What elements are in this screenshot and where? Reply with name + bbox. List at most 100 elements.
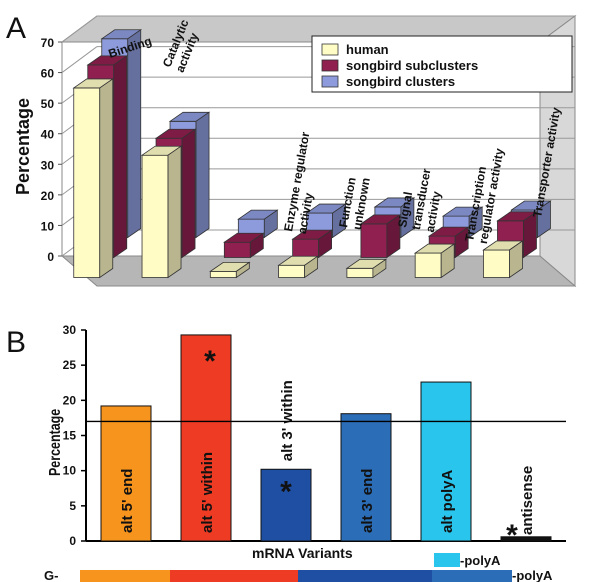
legend-swatch <box>321 59 339 72</box>
chart-b-significance-star: * <box>204 345 216 378</box>
chart-a-bar <box>482 240 524 279</box>
schematic-alt-polya-box <box>434 553 460 567</box>
chart-a-bars <box>72 29 552 279</box>
chart-a-bar-side <box>386 214 401 259</box>
chart-b-y-ticks: 0 5 10 15 20 25 30 <box>63 323 86 548</box>
chart-b-bar-label: alt 3' within <box>279 380 296 461</box>
chart-a-category-label-line: Signal <box>395 191 415 229</box>
chart-b-y-tick-label: 30 <box>63 323 77 337</box>
chart-a-bar-front <box>346 267 374 278</box>
chart-a-bar <box>413 243 456 279</box>
chart-a-bar <box>277 255 319 279</box>
chart-b-bar-label: antisense <box>519 466 536 535</box>
chart-b-bar: alt 5' end <box>100 405 152 542</box>
schematic-polya-label-bottom: -polyA <box>512 568 553 582</box>
transcript-schematic: G- -polyA -polyA <box>44 553 553 582</box>
chart-b-bar-label: alt polyA <box>439 469 456 533</box>
chart-a-bar-front <box>73 87 101 278</box>
chart-a-bar-side <box>509 240 523 279</box>
chart-a-bar-side <box>195 111 210 239</box>
schematic-start-label: G- <box>44 568 58 582</box>
chart-b-y-tick-label: 20 <box>63 393 77 407</box>
chart-a-y-tick-label: 30 <box>41 158 55 172</box>
chart-b-bar: alt polyA <box>420 381 472 542</box>
chart-b-bar-rect <box>180 334 232 542</box>
legend-label: songbird clusters <box>346 74 455 89</box>
panel-b-chart: 0 5 10 15 20 25 30 Percentage alt 5' end alt 5'… <box>47 323 566 561</box>
chart-a-bar-side <box>304 255 319 279</box>
chart-b-bar-rect <box>500 536 552 542</box>
legend-swatch <box>321 43 339 56</box>
chart-a-y-tick-label: 70 <box>41 36 55 50</box>
panel-a-letter: A <box>6 12 26 45</box>
chart-a-bar-side <box>440 243 455 279</box>
legend-label: human <box>346 42 389 57</box>
chart-b-bar-label: alt 5' within <box>199 452 216 533</box>
chart-a-bar-side <box>318 229 333 259</box>
chart-a-bar <box>140 145 183 279</box>
chart-b-bar-rect <box>260 468 312 542</box>
chart-b-bars: alt 5' end alt 5' within*alt 3' within* al… <box>100 334 552 552</box>
chart-a-bar-side <box>454 226 469 259</box>
chart-a-bar-side <box>167 145 182 279</box>
chart-a-bar <box>223 232 265 259</box>
chart-a-bar <box>345 258 388 279</box>
chart-b-x-axis-title: mRNA Variants <box>252 545 353 561</box>
chart-a-grid-slant <box>61 46 98 73</box>
chart-a-bar-side <box>537 200 551 239</box>
chart-b-bar: alt 5' within * <box>180 334 232 542</box>
chart-a-y-ticks: 0 10 20 30 40 50 60 70 <box>41 36 62 264</box>
chart-a-bar <box>209 261 251 279</box>
chart-b-bar-label: alt 5' end <box>119 469 136 533</box>
chart-a-bar-front <box>141 154 169 278</box>
schematic-segment-3prime-end <box>432 570 512 582</box>
chart-b-bar: alt 3' within * <box>260 380 312 542</box>
chart-a-bar <box>237 209 279 239</box>
chart-a-bar-side <box>127 29 142 239</box>
chart-a-bar-side <box>235 261 250 279</box>
chart-b-y-tick-label: 10 <box>63 464 77 478</box>
panel-b-letter: B <box>6 326 26 359</box>
schematic-segment-5prime-within <box>170 570 298 582</box>
chart-a-y-tick-label: 60 <box>41 67 55 81</box>
schematic-segment-3prime-within <box>298 570 432 582</box>
chart-a-bar-front <box>414 252 442 278</box>
chart-b-significance-star: * <box>280 475 292 508</box>
chart-a-y-tick-label: 10 <box>41 219 55 233</box>
chart-b-bar-rect <box>340 413 392 542</box>
chart-b-y-tick-label: 25 <box>63 358 77 372</box>
chart-a-bar-front <box>360 223 388 258</box>
chart-a-bar-front <box>292 238 320 258</box>
schematic-polya-label-top: -polyA <box>460 553 501 568</box>
chart-b-bar: antisense* <box>500 466 552 552</box>
chart-a-y-tick-label: 20 <box>41 189 55 203</box>
chart-a-bar <box>72 78 115 279</box>
chart-b-y-tick-label: 15 <box>63 429 77 443</box>
chart-b-bar-rect <box>100 405 152 542</box>
chart-a-y-tick-label: 0 <box>47 250 54 264</box>
chart-a-bar-front <box>483 249 510 278</box>
legend-swatch <box>321 75 339 88</box>
chart-a-bar-side <box>468 206 483 239</box>
chart-b-significance-star: * <box>506 519 518 552</box>
chart-b-bar: alt 3' end <box>340 413 392 542</box>
chart-a-bar-side <box>99 78 114 279</box>
chart-b-bar-label: alt 3' end <box>359 469 376 533</box>
chart-a-bar <box>291 229 333 259</box>
chart-a-bar <box>359 214 402 259</box>
chart-b-bar-rect <box>420 381 472 542</box>
chart-b-y-tick-label: 0 <box>69 534 76 548</box>
chart-a-bar-side <box>372 258 387 279</box>
legend-box <box>311 35 573 93</box>
chart-a-bar-front <box>223 241 251 258</box>
chart-a-bar-side <box>113 55 128 259</box>
schematic-segment-5prime-end <box>80 570 170 582</box>
chart-b-y-tick-label: 5 <box>69 499 76 513</box>
chart-a-bar-side <box>400 197 415 239</box>
chart-a-y-axis-title: Percentage <box>13 98 33 195</box>
chart-b-y-axis-title: Percentage <box>47 409 65 476</box>
chart-a-bar-front <box>278 264 306 278</box>
